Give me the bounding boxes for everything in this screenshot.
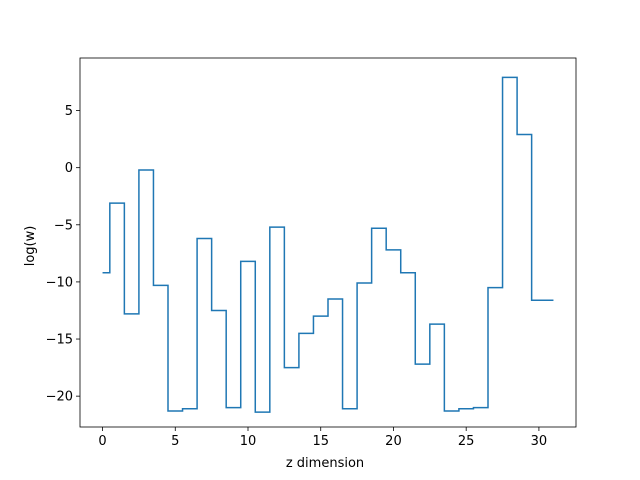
y-tick-label: 0 [65, 161, 73, 176]
y-tick-label: 5 [65, 104, 73, 119]
data-point [450, 409, 454, 413]
data-point [537, 298, 541, 302]
data-point [333, 297, 337, 301]
data-point [275, 225, 279, 229]
data-point [508, 75, 512, 79]
data-point [464, 407, 468, 411]
data-point [479, 406, 483, 410]
x-tick-label: 20 [385, 434, 402, 449]
data-point [522, 133, 526, 137]
data-point [551, 298, 555, 302]
plot-area [79, 57, 577, 428]
data-point [173, 409, 177, 413]
data-point [362, 281, 366, 285]
x-tick-label: 30 [531, 434, 548, 449]
data-point [406, 271, 410, 275]
y-axis-ticks: −20 −15 −10 −5 0 5 [46, 104, 80, 405]
data-point [188, 407, 192, 411]
y-tick-label: −20 [46, 390, 73, 405]
data-point [493, 286, 497, 290]
data-point [246, 259, 250, 263]
y-tick-label: −10 [46, 275, 73, 290]
data-point [159, 283, 163, 287]
data-point [391, 248, 395, 252]
data-point [421, 362, 425, 366]
data-point [435, 322, 439, 326]
data-point [115, 201, 119, 205]
data-point [202, 237, 206, 241]
data-point [231, 406, 235, 410]
y-tick-label: −5 [54, 218, 73, 233]
x-tick-label: 25 [458, 434, 475, 449]
axes-frame [79, 57, 577, 428]
x-tick-label: 0 [98, 434, 106, 449]
data-point [217, 308, 221, 312]
data-point [261, 410, 265, 414]
y-tick-label: −15 [46, 333, 73, 348]
data-point [319, 314, 323, 318]
data-point [144, 168, 148, 172]
data-point [348, 407, 352, 411]
x-axis-ticks: 0 5 10 15 20 25 30 [98, 427, 547, 449]
data-point [130, 312, 134, 316]
x-tick-label: 15 [312, 434, 329, 449]
x-tick-label: 10 [240, 434, 257, 449]
x-axis-label: z dimension [286, 456, 364, 471]
data-point [377, 226, 381, 230]
data-point [290, 366, 294, 370]
x-tick-label: 5 [171, 434, 179, 449]
y-axis-label: log(w) [23, 226, 38, 267]
series-line-0 [102, 76, 554, 413]
data-point [101, 271, 105, 275]
data-point [304, 331, 308, 335]
